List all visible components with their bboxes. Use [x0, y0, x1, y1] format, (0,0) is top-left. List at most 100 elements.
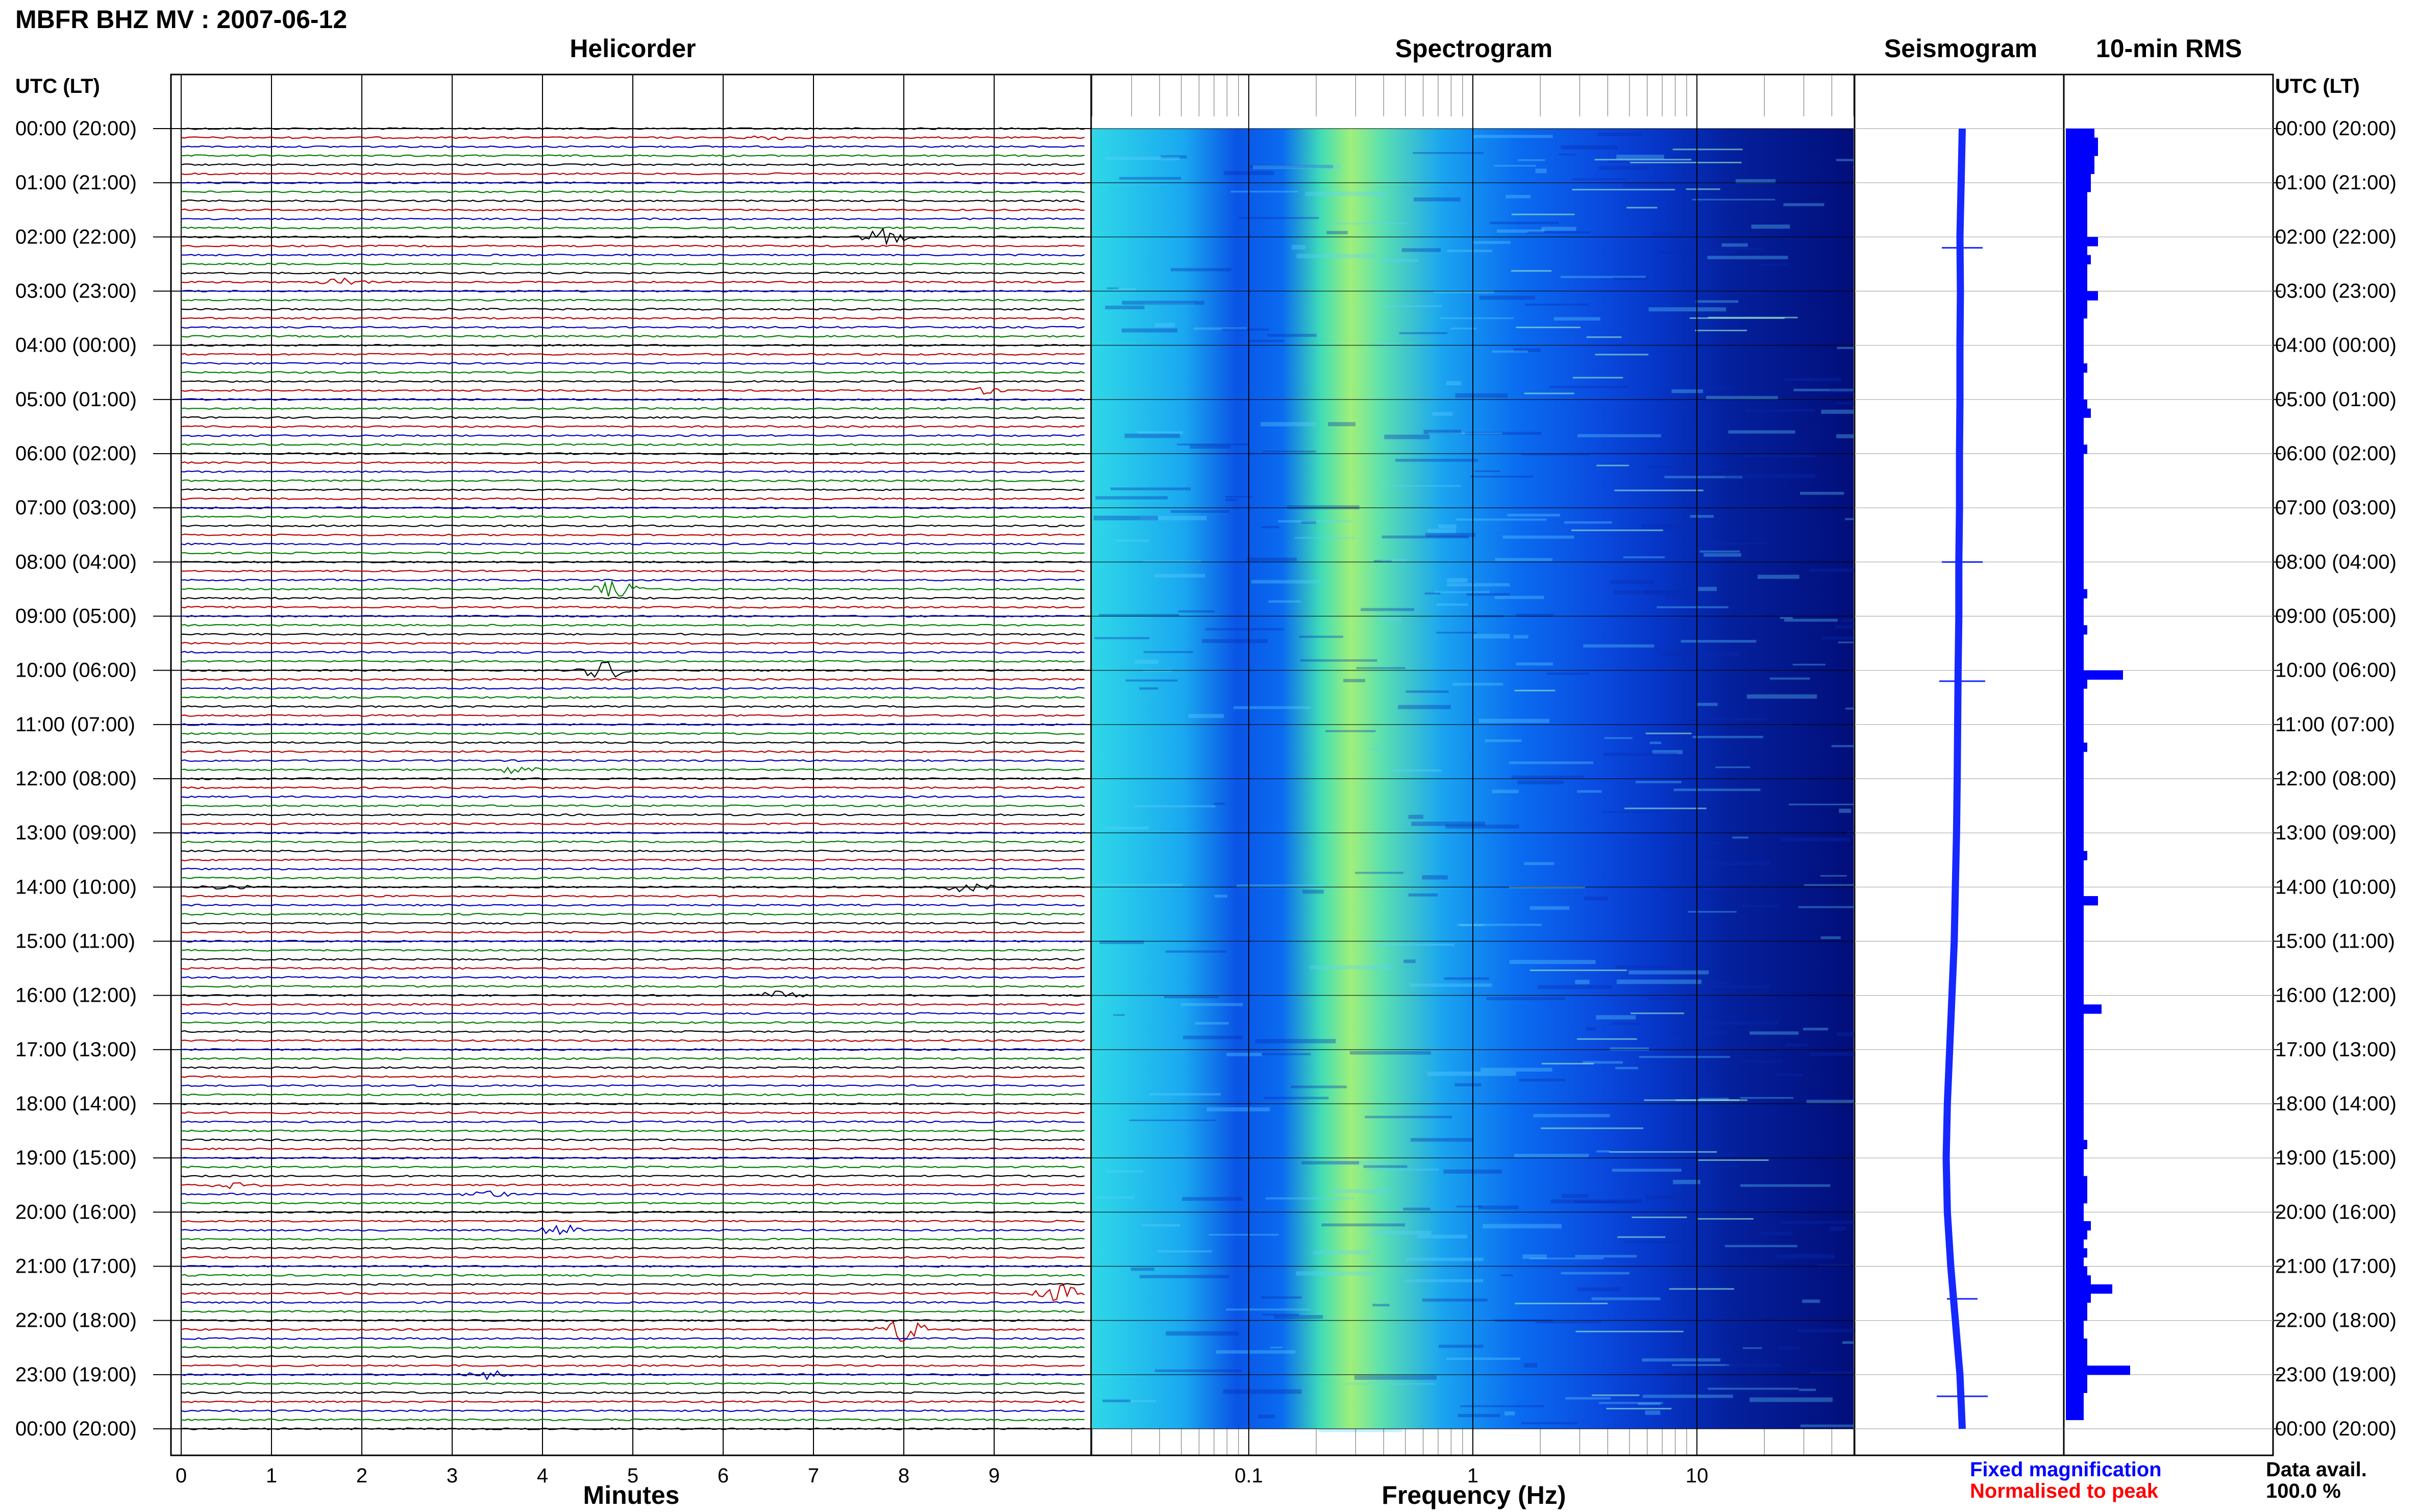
time-label-left: 15:00 (11:00)	[15, 930, 135, 953]
rms-bar	[2066, 1049, 2084, 1059]
helicorder-trace	[181, 985, 1085, 988]
helicorder-trace	[181, 1021, 1085, 1024]
time-label-left: 23:00 (19:00)	[15, 1364, 137, 1386]
helicorder-trace	[181, 840, 1085, 844]
helicorder-trace	[181, 1166, 1085, 1169]
helicorder-trace	[181, 488, 1085, 491]
helicorder-trace	[181, 515, 1085, 518]
helicorder-trace	[181, 497, 1085, 501]
rms-bar	[2066, 977, 2084, 987]
rms-bar	[2066, 1068, 2084, 1077]
helicorder-trace	[181, 633, 1085, 636]
rms-bar	[2066, 1320, 2084, 1330]
helicorder-trace	[181, 597, 1085, 600]
rms-bar	[2066, 164, 2094, 175]
rms-bar	[2066, 1329, 2084, 1339]
time-label-left: 18:00 (14:00)	[15, 1093, 137, 1115]
minute-tick-label: 4	[537, 1465, 548, 1487]
data-avail-label: Data avail.	[2266, 1458, 2367, 1481]
helicorder-trace	[181, 795, 1085, 799]
minute-tick-label: 3	[447, 1465, 458, 1487]
helicorder-trace	[181, 1220, 1085, 1223]
rms-bar	[2066, 688, 2084, 698]
rms-bar	[2066, 923, 2084, 933]
rms-bar	[2066, 1230, 2087, 1240]
rms-bar	[2066, 516, 2084, 527]
helicorder-trace	[181, 398, 1085, 401]
helicorder-trace	[181, 804, 1085, 807]
helicorder-trace	[181, 883, 1085, 893]
time-label-right: 10:00 (06:00)	[2275, 659, 2397, 682]
helicorder-trace	[181, 922, 1085, 925]
helicorder-trace	[181, 127, 1085, 130]
rms-bar	[2066, 526, 2084, 535]
helicorder-trace	[181, 1364, 1085, 1367]
time-label-left: 03:00 (23:00)	[15, 280, 137, 303]
helicorder-trace	[181, 1057, 1085, 1060]
helicorder-trace	[181, 1321, 1085, 1342]
rms-bar	[2066, 354, 2084, 364]
helicorder-trace	[181, 1039, 1085, 1042]
time-label-left: 17:00 (13:00)	[15, 1038, 137, 1061]
rms-bar	[2066, 616, 2084, 626]
helicorder-trace	[181, 696, 1085, 699]
rms-bar	[2066, 1158, 2084, 1168]
rms-bar	[2066, 841, 2084, 852]
minute-tick-label: 2	[356, 1465, 367, 1487]
helicorder-trace	[181, 262, 1085, 266]
left-time-labels: 00:00 (20:00) 01:00 (21:00) 02:00 (22:00) 0…	[15, 117, 171, 1440]
helicorder-trace	[181, 1030, 1085, 1033]
time-label-right: 04:00 (00:00)	[2275, 334, 2397, 357]
rms-bar	[2066, 489, 2084, 500]
helicorder-trace	[181, 1182, 1085, 1189]
rms-bar	[2066, 733, 2084, 743]
helicorder-trace	[181, 651, 1085, 654]
helicorder-trace	[181, 624, 1085, 627]
time-label-left: 09:00 (05:00)	[15, 605, 137, 628]
legend-fixed-magnification: Fixed magnification	[1970, 1458, 2162, 1481]
rms-bar	[2066, 417, 2084, 427]
helicorder-trace	[181, 876, 1085, 880]
helicorder-trace	[181, 1129, 1085, 1132]
time-label-left: 20:00 (16:00)	[15, 1201, 137, 1223]
time-label-right: 19:00 (15:00)	[2275, 1147, 2397, 1169]
rms-bar	[2066, 499, 2084, 508]
rms-bar	[2066, 1275, 2091, 1285]
time-label-left: 12:00 (08:00)	[15, 767, 137, 790]
seismogram-panel	[1854, 73, 2065, 1456]
rms-bar	[2066, 1374, 2087, 1384]
right-time-labels: 00:00 (20:00) 01:00 (21:00) 02:00 (22:00) 0…	[2273, 117, 2397, 1440]
rms-bar	[2066, 1311, 2087, 1321]
rms-bar	[2066, 129, 2094, 138]
rms-bar	[2066, 724, 2084, 734]
time-label-left: 10:00 (06:00)	[15, 659, 137, 682]
time-label-left: 13:00 (09:00)	[15, 822, 137, 844]
helicorder-trace	[181, 614, 1085, 618]
rms-bar	[2066, 1131, 2084, 1141]
rms-bar	[2066, 1076, 2084, 1086]
time-label-right: 03:00 (23:00)	[2275, 280, 2397, 303]
helicorder-trace	[181, 759, 1085, 762]
helicorder-trace	[181, 1400, 1085, 1403]
helicorder-trace	[181, 1147, 1085, 1151]
helicorder-trace	[181, 1265, 1085, 1268]
rms-bar	[2066, 381, 2084, 391]
helicorder-trace	[181, 343, 1085, 347]
rms-bar	[2066, 210, 2087, 219]
helicorder-trace	[181, 387, 1085, 395]
frequency-tick-label: 1	[1467, 1465, 1478, 1487]
helicorder-trace	[181, 1382, 1085, 1385]
time-label-left: 01:00 (21:00)	[15, 171, 137, 194]
helicorder-trace	[181, 443, 1085, 447]
rms-bar	[2066, 580, 2084, 590]
helicorder-trace	[181, 217, 1085, 220]
rms-bar	[2066, 1366, 2130, 1375]
rms-bar	[2066, 770, 2084, 779]
time-label-right: 15:00 (11:00)	[2275, 930, 2395, 953]
rms-bar	[2066, 390, 2084, 400]
rms-bar	[2066, 1185, 2087, 1195]
helicorder-trace	[181, 470, 1085, 474]
helicorder-trace	[181, 777, 1085, 780]
rms-bar	[2066, 860, 2084, 870]
